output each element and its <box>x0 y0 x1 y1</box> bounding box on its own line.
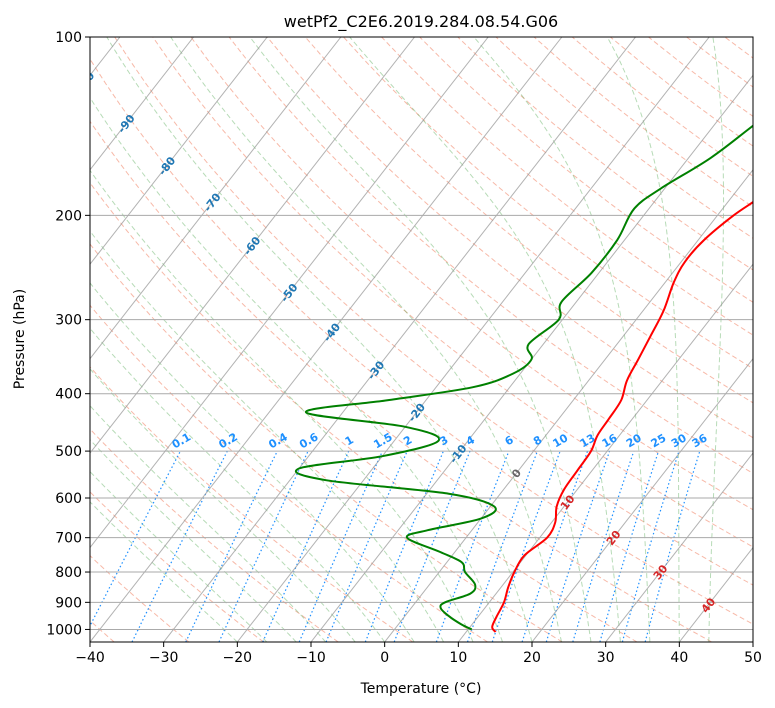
dry-adiabat <box>90 243 563 642</box>
dry-adiabat <box>228 37 753 474</box>
y-tick-label: 500 <box>55 444 82 460</box>
y-axis: 100 200 300 400 500 600 700 800 900 1000 <box>46 30 90 638</box>
moist-adiabat <box>90 327 386 642</box>
x-tick-label: 20 <box>523 650 541 666</box>
dry-adiabat <box>381 37 753 336</box>
x-tick-label: 10 <box>449 650 467 666</box>
dry-adiabat <box>90 366 414 642</box>
pressure-gridlines <box>90 37 753 630</box>
x-tick-label: 0 <box>380 650 389 666</box>
mixing-ratio-line <box>521 450 589 642</box>
mixing-ratio-line <box>491 450 561 642</box>
moist-adiabat <box>90 439 297 642</box>
mixing-ratio-line <box>572 450 635 642</box>
y-tick-label: 600 <box>55 491 82 507</box>
isotherm-line <box>310 74 753 642</box>
isotherm-line <box>90 37 194 171</box>
moist-adiabat <box>170 37 562 642</box>
x-tick-label: −30 <box>149 650 179 666</box>
y-tick-label: 700 <box>55 531 82 547</box>
isotherm-line <box>457 263 753 642</box>
x-tick-label: 50 <box>744 650 762 666</box>
dry-adiabat <box>90 120 712 642</box>
x-tick-label: 30 <box>597 650 615 666</box>
y-tick-label: 400 <box>55 387 82 403</box>
y-tick-label: 1000 <box>46 622 82 638</box>
mixing-ratio-line <box>325 450 408 642</box>
isotherm-line <box>384 168 753 642</box>
y-tick-label: 100 <box>55 30 82 46</box>
x-axis-label: Temperature (°C) <box>360 681 482 697</box>
x-tick-label: −20 <box>223 650 253 666</box>
dry-adiabat <box>90 181 638 642</box>
dewpoint-profile-line <box>294 124 753 631</box>
skewed-isotherms <box>90 37 753 642</box>
temperature-profile-line <box>491 200 753 633</box>
isotherm-line <box>163 37 636 642</box>
mixing-ratio-line <box>298 450 384 642</box>
y-axis-label: Pressure (hPa) <box>12 289 28 389</box>
y-tick-label: 800 <box>55 565 82 581</box>
moist-adiabat <box>708 37 725 642</box>
isotherm-line <box>90 37 489 549</box>
mixing-ratio-line <box>435 450 510 642</box>
dry-adiabat <box>90 58 753 625</box>
dry-adiabat <box>114 37 753 586</box>
mixing-ratio-line <box>262 450 350 642</box>
dry-adiabat <box>90 491 264 642</box>
isotherm-line <box>90 37 415 454</box>
mixing-ratio-line <box>621 450 680 642</box>
dry-adiabat <box>90 554 190 642</box>
y-tick-label: 300 <box>55 313 82 329</box>
moist-adiabat <box>90 405 327 642</box>
moist-adiabat <box>249 37 592 642</box>
dry-adiabat <box>343 37 753 370</box>
isotherm-line <box>90 37 563 642</box>
isotherm-line <box>236 37 710 642</box>
plot-frame <box>89 36 754 643</box>
chart-title: wetPf2_C2E6.2019.284.08.54.G06 <box>284 12 558 32</box>
moist-adiabat <box>90 470 268 642</box>
isotherm-line <box>90 37 342 360</box>
moist-adiabat <box>90 230 445 642</box>
moist-adiabats <box>90 37 725 642</box>
x-tick-label: −10 <box>296 650 326 666</box>
y-tick-label: 200 <box>55 208 82 224</box>
dry-adiabat <box>152 37 753 548</box>
x-tick-label: 40 <box>670 650 688 666</box>
moist-adiabat <box>349 37 621 642</box>
isotherm-line <box>531 357 753 642</box>
moist-adiabat <box>606 37 680 642</box>
y-tick-label: 900 <box>55 595 82 611</box>
x-axis: −40 −30 −20 −10 0 10 20 30 40 50 <box>75 642 762 666</box>
moist-adiabat <box>90 368 356 642</box>
mixing-ratio-line <box>364 450 444 642</box>
dry-adiabat <box>90 304 488 642</box>
x-tick-label: −40 <box>75 650 105 666</box>
isotherm-line <box>90 37 268 266</box>
mixing-ratio-line <box>599 450 660 642</box>
mixing-ratio-line <box>466 450 538 642</box>
isotherm-line <box>605 452 753 642</box>
dry-adiabats <box>90 37 753 642</box>
sounding-series <box>294 124 753 633</box>
dry-adiabat <box>266 37 753 439</box>
moist-adiabat <box>106 37 533 642</box>
mixing-ratio-line <box>545 450 611 642</box>
moist-adiabat <box>473 37 651 642</box>
